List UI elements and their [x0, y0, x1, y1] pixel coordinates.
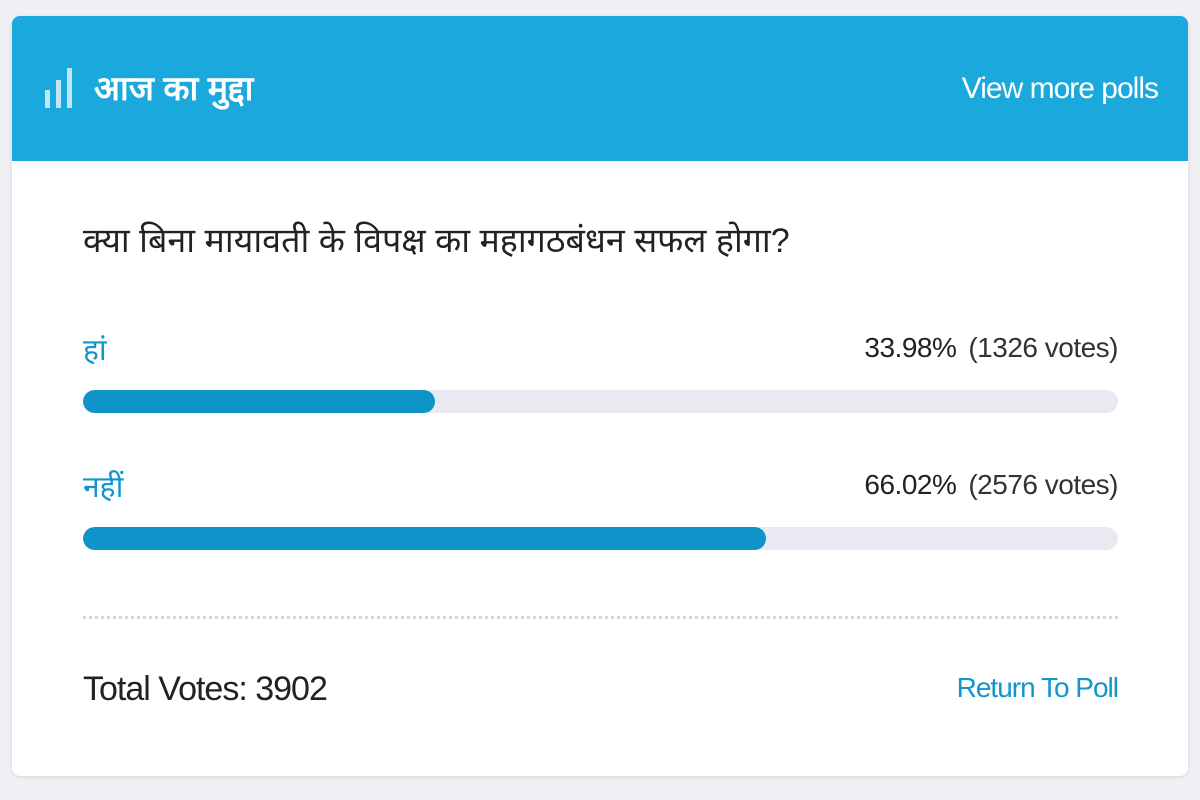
return-link[interactable]: Return To Poll — [956, 672, 1119, 703]
option-percent: 66.02% — [864, 469, 957, 500]
bar-track — [83, 527, 1118, 550]
total-votes: Total Votes: 3902 — [83, 670, 328, 709]
bar — [83, 390, 435, 413]
bar — [83, 527, 767, 550]
option-label: नहीं — [83, 471, 124, 504]
option-label: हां — [83, 334, 107, 367]
divider — [83, 616, 1118, 619]
bar-track — [83, 390, 1118, 413]
total-label: Total Votes: — [83, 670, 248, 708]
view-more-link[interactable]: View more polls — [961, 72, 1159, 105]
option-result: 33.98% (1326 votes) — [864, 332, 1118, 364]
poll-icon — [45, 68, 72, 108]
poll-header: आज का मुद्दा View more polls — [12, 16, 1188, 161]
option-result: 66.02% (2576 votes) — [864, 469, 1118, 501]
question: क्या बिना मायावती के विपक्ष का महागठबंधन… — [83, 222, 790, 260]
option-votes: (1326 votes) — [968, 332, 1118, 363]
option-percent: 33.98% — [864, 332, 957, 363]
header-title: आज का मुद्दा — [94, 70, 254, 108]
poll-card: आज का मुद्दा View more polls क्या बिना म… — [12, 16, 1188, 776]
total-value: 3902 — [255, 670, 328, 708]
option-votes: (2576 votes) — [968, 469, 1118, 500]
